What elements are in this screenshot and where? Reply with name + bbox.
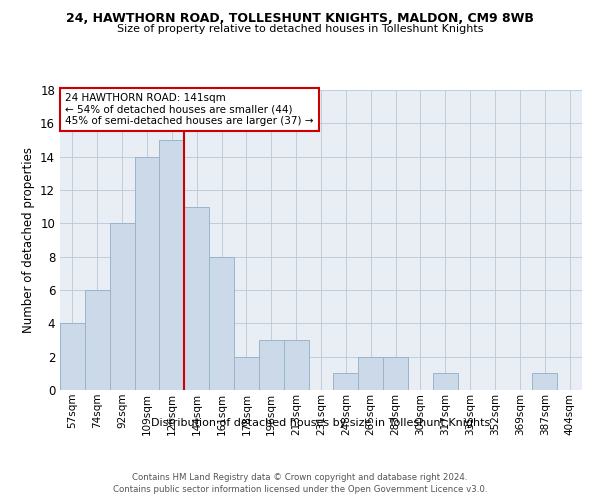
Bar (134, 156, 160, 390)
Bar (259, 340, 284, 390)
Bar (60, 324, 85, 390)
Bar (433, 374, 458, 390)
Bar (209, 256, 234, 390)
Bar (284, 340, 308, 390)
Bar (85, 290, 110, 390)
Bar (358, 356, 383, 390)
Bar (160, 140, 184, 390)
Y-axis label: Number of detached properties: Number of detached properties (22, 147, 35, 333)
Text: Contains HM Land Registry data © Crown copyright and database right 2024.: Contains HM Land Registry data © Crown c… (132, 472, 468, 482)
Text: 24, HAWTHORN ROAD, TOLLESHUNT KNIGHTS, MALDON, CM9 8WB: 24, HAWTHORN ROAD, TOLLESHUNT KNIGHTS, M… (66, 12, 534, 26)
Text: Contains public sector information licensed under the Open Government Licence v3: Contains public sector information licen… (113, 485, 487, 494)
Bar (532, 374, 557, 390)
Bar (234, 356, 259, 390)
Bar (383, 356, 408, 390)
Text: 24 HAWTHORN ROAD: 141sqm
← 54% of detached houses are smaller (44)
45% of semi-d: 24 HAWTHORN ROAD: 141sqm ← 54% of detach… (65, 93, 314, 126)
Bar (184, 206, 209, 390)
Bar (110, 224, 134, 390)
Text: Size of property relative to detached houses in Tolleshunt Knights: Size of property relative to detached ho… (117, 24, 483, 34)
Text: Distribution of detached houses by size in Tolleshunt Knights: Distribution of detached houses by size … (151, 418, 491, 428)
Bar (334, 374, 358, 390)
